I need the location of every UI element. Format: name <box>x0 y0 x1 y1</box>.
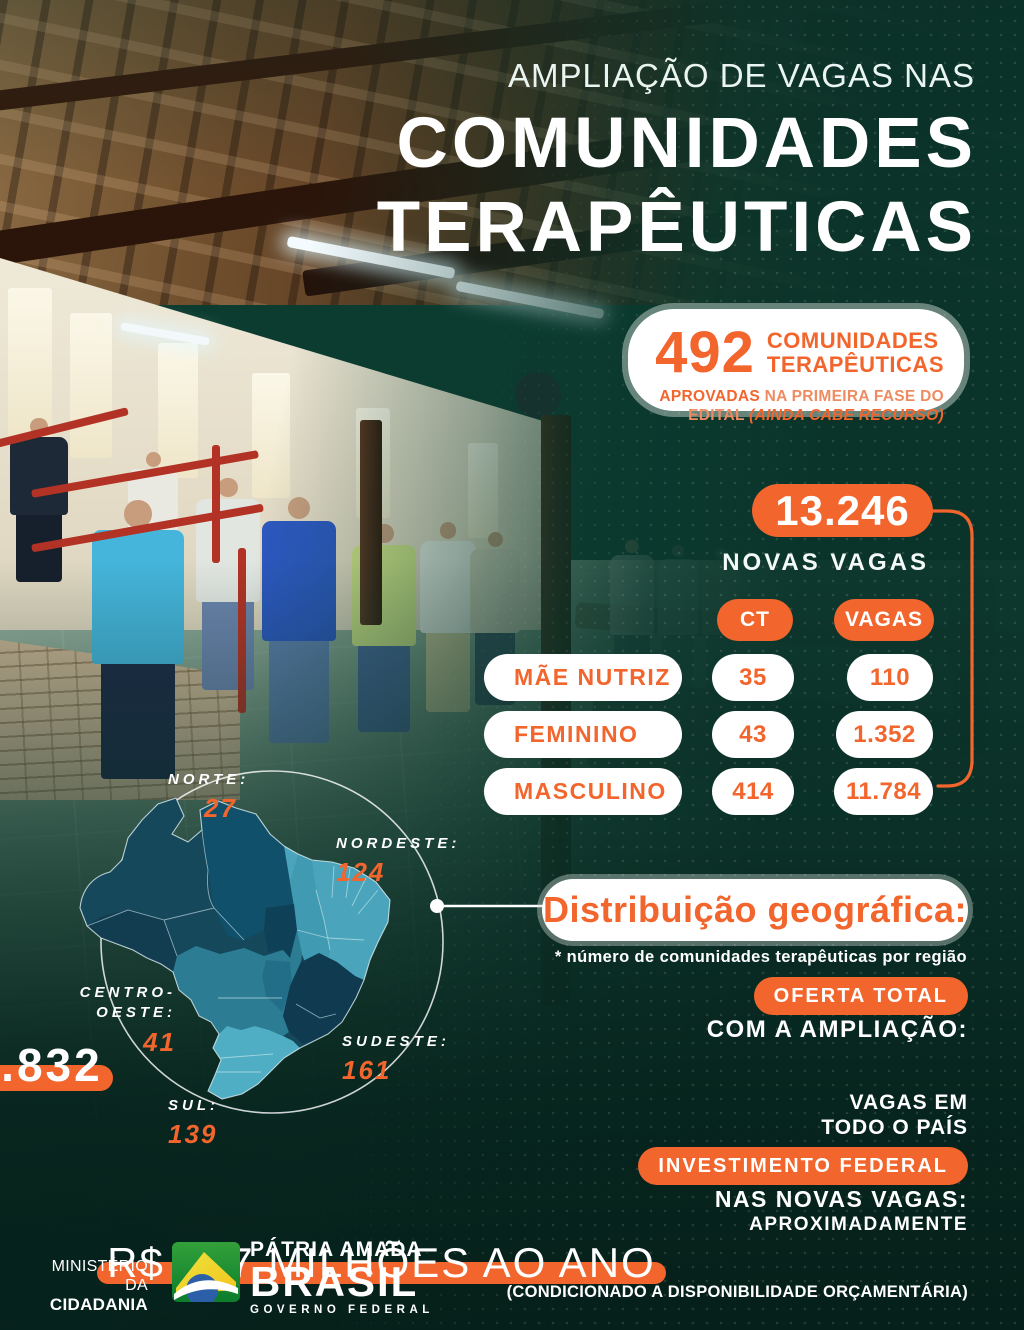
table-row-label: MASCULINO <box>484 768 682 815</box>
orange-highlight-bar <box>0 1065 113 1091</box>
table-row-label: MÃE NUTRIZ <box>484 654 682 701</box>
state-para <box>200 801 294 940</box>
state-goias <box>262 960 292 1012</box>
map-label-nordeste: NORDESTE: 124 <box>336 835 461 888</box>
table-header-ct: CT <box>717 599 793 641</box>
investment-approx: APROXIMADAMENTE <box>749 1214 968 1235</box>
state-tocantins <box>264 904 297 958</box>
title-kicker: AMPLIAÇÃO DE VAGAS NAS <box>507 57 975 94</box>
table-row-vagas: 110 <box>847 654 933 701</box>
connector-dot <box>430 899 444 913</box>
table-row-vagas: 1.352 <box>836 711 933 758</box>
table-row-vagas: 11.784 <box>834 768 933 815</box>
new-slots-badge: 13.246 <box>752 484 933 537</box>
region-sudeste <box>283 953 364 1044</box>
approved-label: COMUNIDADES TERAPÊUTICAS <box>766 328 944 377</box>
total-offer-badge: OFERTA TOTAL <box>753 977 968 1015</box>
table-row-ct: 35 <box>712 654 794 701</box>
table-header-vagas: VAGAS <box>834 599 934 641</box>
page-title-line2: TERAPÊUTICAS <box>376 188 977 267</box>
map-label-sul: SUL: 139 <box>168 1097 219 1150</box>
government-brand: PÁTRIA AMADA BRASIL GOVERNO FEDERAL <box>250 1238 434 1316</box>
total-offer-suffix: VAGAS EM TODO O PAÍS <box>821 1091 968 1140</box>
approved-count: 492 <box>655 320 755 385</box>
investment-line: NAS NOVAS VAGAS: <box>714 1186 968 1212</box>
distribution-heading: Distribuição geográfica: <box>542 879 968 941</box>
map-label-centro-oeste: CENTRO- OESTE: 41 <box>79 984 176 1057</box>
approved-subtext: APROVADAS NA PRIMEIRA FASE DO EDITAL (AI… <box>659 388 944 424</box>
brazil-map <box>79 797 391 1100</box>
map-label-sudeste: SUDESTE: 161 <box>342 1033 450 1086</box>
map-highlight-circle <box>100 770 444 1114</box>
total-offer-line: COM A AMPLIAÇÃO: <box>706 1016 968 1043</box>
brazil-flag-icon <box>172 1242 240 1302</box>
page-title-line1: COMUNIDADES <box>396 104 977 183</box>
state-acre-rondonia <box>87 910 177 972</box>
table-row-label: FEMININO <box>484 711 682 758</box>
investment-condition: (CONDICIONADO A DISPONIBILIDADE ORÇAMENT… <box>506 1283 968 1301</box>
distribution-footnote: * número de comunidades terapêuticas por… <box>554 948 967 966</box>
investment-badge: INVESTIMENTO FEDERAL <box>638 1147 968 1185</box>
ministry-logo-text: MINISTÉRIO DA CIDADANIA <box>49 1258 148 1315</box>
new-slots-label: NOVAS VAGAS <box>722 549 929 576</box>
approved-communities-badge: 492 COMUNIDADES TERAPÊUTICAS APROVADAS N… <box>628 309 964 424</box>
region-sul <box>208 1026 300 1099</box>
map-label-norte: NORTE: 27 <box>168 771 250 824</box>
total-offer-number: 23.832 <box>0 1038 113 1092</box>
table-bracket <box>931 509 974 788</box>
table-row-ct: 414 <box>712 768 794 815</box>
region-centro-oeste <box>173 930 302 1036</box>
table-row-ct: 43 <box>712 711 794 758</box>
